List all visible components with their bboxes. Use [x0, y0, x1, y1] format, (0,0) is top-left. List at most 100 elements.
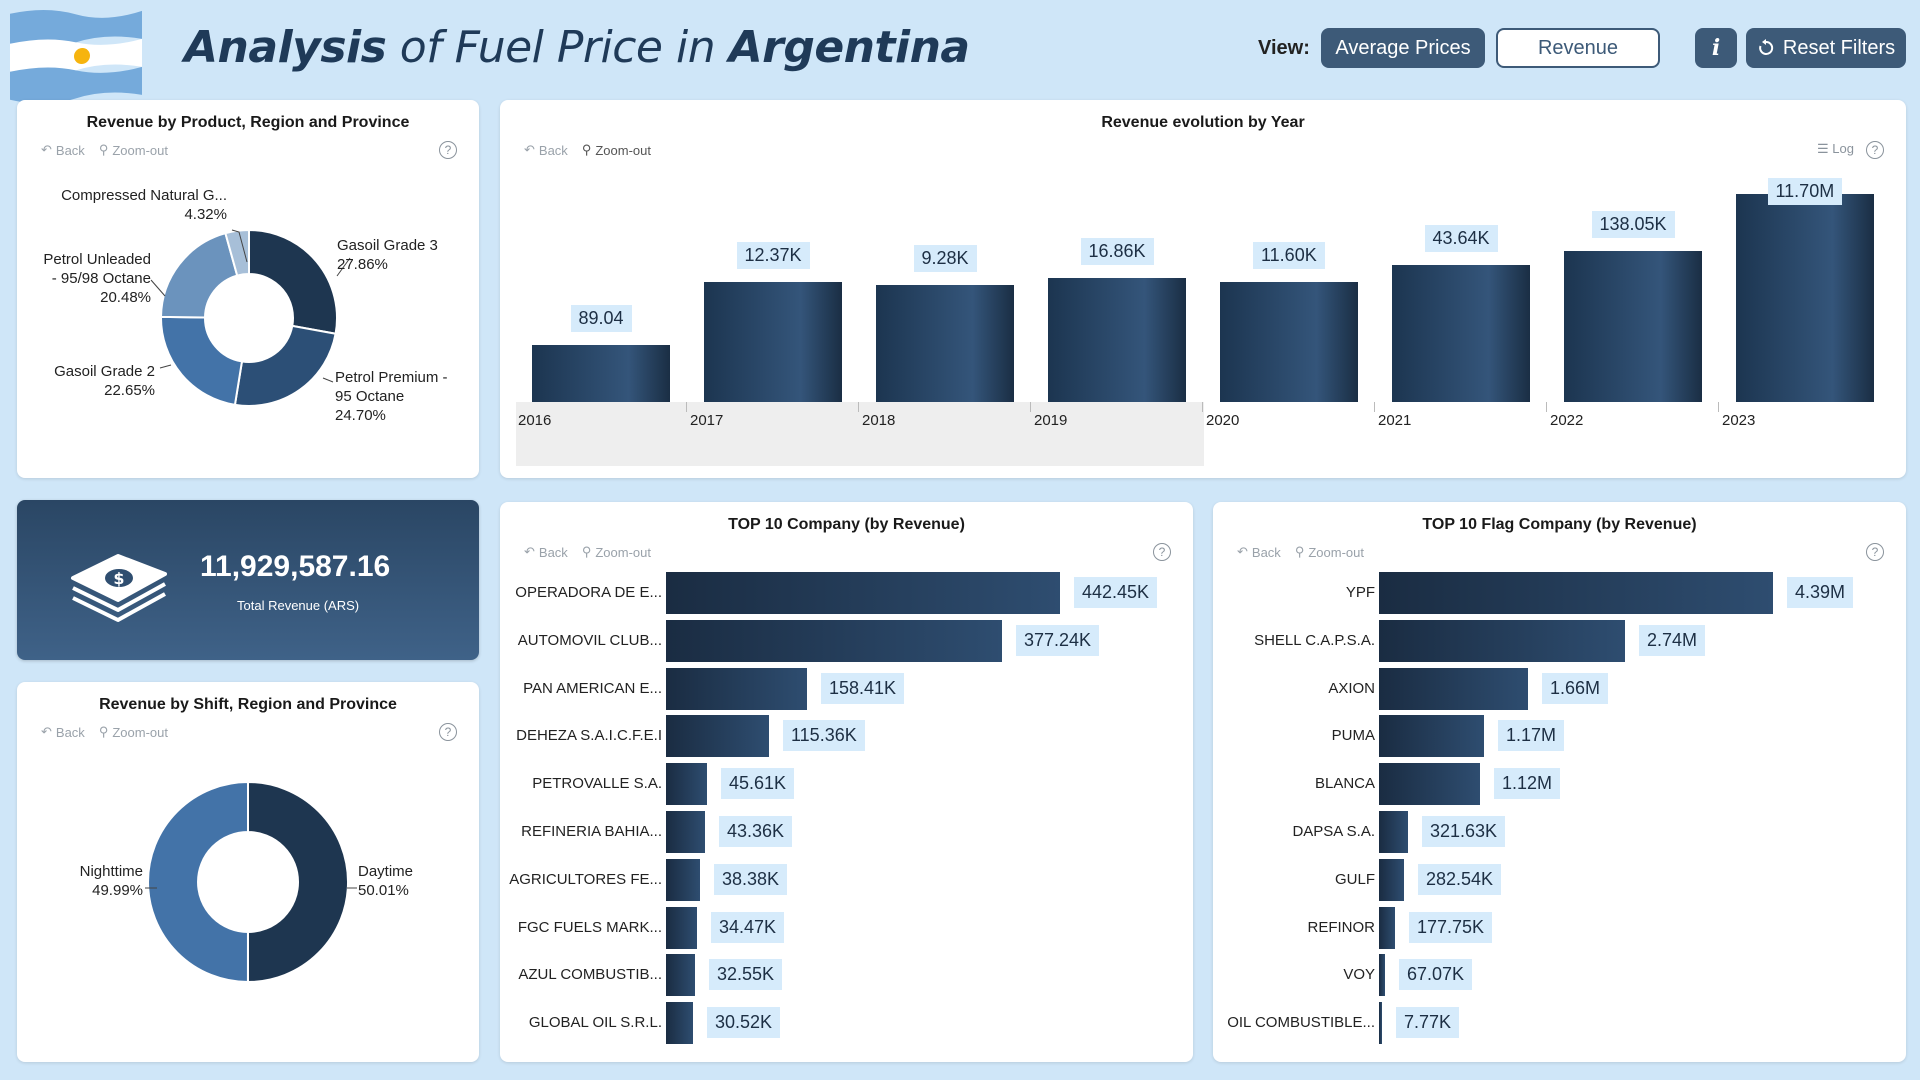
- reset-filters-button[interactable]: Reset Filters: [1746, 28, 1906, 68]
- flag-company-row[interactable]: AXION 1.66M: [1213, 667, 1906, 710]
- company-row[interactable]: AGRICULTORES FE... 38.38K: [500, 858, 1193, 901]
- zoom-out-icon: ⚲: [98, 724, 109, 739]
- flag-company-row[interactable]: SHELL C.A.P.S.A. 2.74M: [1213, 619, 1906, 662]
- company-bar[interactable]: [666, 763, 707, 806]
- zoom-out-button[interactable]: ⚲ Zoom-out: [581, 142, 651, 158]
- help-icon[interactable]: ?: [1866, 543, 1884, 561]
- revenue-button[interactable]: Revenue: [1496, 28, 1660, 68]
- company-row[interactable]: OPERADORA DE E... 442.45K: [500, 572, 1193, 614]
- year-value-label: 11.70M: [1767, 178, 1843, 205]
- log-scale-toggle[interactable]: ☰ Log: [1817, 141, 1854, 156]
- flag-company-row[interactable]: GULF 282.54K: [1213, 858, 1906, 901]
- year-value-label: 9.28K: [913, 245, 977, 272]
- argentina-flag-icon: [10, 10, 142, 102]
- back-button[interactable]: ↶ Back: [41, 724, 85, 740]
- year-bar-2016[interactable]: [532, 345, 670, 402]
- flag-company-row[interactable]: BLANCA 1.12M: [1213, 763, 1906, 806]
- flag-company-bar[interactable]: [1379, 667, 1528, 710]
- company-row[interactable]: DEHEZA S.A.I.C.F.E.I 115.36K: [500, 715, 1193, 758]
- flag-chart-title: TOP 10 Flag Company (by Revenue): [1422, 516, 1697, 533]
- donut-slice-nighttime[interactable]: [146, 780, 249, 984]
- company-row[interactable]: FGC FUELS MARK... 34.47K: [500, 906, 1193, 949]
- company-row[interactable]: PAN AMERICAN E... 158.41K: [500, 667, 1193, 710]
- year-value-label: 11.60K: [1253, 242, 1325, 269]
- flag-company-row[interactable]: DAPSA S.A. 321.63K: [1213, 811, 1906, 853]
- flag-company-row[interactable]: PUMA 1.17M: [1213, 715, 1906, 758]
- revenue-year-card: Revenue evolution by Year ↶ Back ⚲ Zoom-ou…: [500, 100, 1906, 478]
- back-button[interactable]: ↶ Back: [524, 544, 568, 560]
- flag-company-value-label: 2.74M: [1639, 624, 1706, 656]
- company-bar[interactable]: [666, 858, 700, 901]
- axis-tick: [1718, 402, 1719, 412]
- average-prices-button[interactable]: Average Prices: [1321, 28, 1485, 68]
- company-chart-title: TOP 10 Company (by Revenue): [728, 516, 965, 533]
- back-button[interactable]: ↶ Back: [41, 142, 85, 158]
- flag-company-row[interactable]: VOY 67.07K: [1213, 954, 1906, 997]
- company-row[interactable]: AZUL COMBUSTIB... 32.55K: [500, 954, 1193, 997]
- help-icon[interactable]: ?: [1153, 543, 1171, 561]
- flag-chart-toolbar: ↶ Back ⚲ Zoom-out: [1237, 544, 1364, 560]
- year-bar-2019[interactable]: [1048, 278, 1186, 402]
- flag-company-value-label: 321.63K: [1422, 816, 1506, 847]
- flag-company-value-label: 1.17M: [1498, 720, 1565, 752]
- flag-company-name: REFINOR: [1307, 918, 1376, 936]
- company-row[interactable]: REFINERIA BAHIA... 43.36K: [500, 811, 1193, 853]
- back-button[interactable]: ↶ Back: [524, 142, 568, 158]
- company-value-label: 34.47K: [711, 911, 785, 943]
- zoom-out-button[interactable]: ⚲ Zoom-out: [581, 544, 651, 560]
- help-icon[interactable]: ?: [1866, 141, 1884, 159]
- company-bar[interactable]: [666, 954, 695, 997]
- zoom-out-button[interactable]: ⚲ Zoom-out: [98, 724, 168, 740]
- flag-company-row[interactable]: OIL COMBUSTIBLE... 7.77K: [1213, 1002, 1906, 1045]
- donut-slice-daytime[interactable]: [246, 780, 349, 984]
- flag-company-bar[interactable]: [1379, 906, 1395, 949]
- year-bar-2018[interactable]: [876, 285, 1014, 402]
- year-bar-2021[interactable]: [1392, 265, 1530, 402]
- year-bar-2022[interactable]: [1564, 251, 1702, 402]
- zoom-out-button[interactable]: ⚲ Zoom-out: [98, 142, 168, 158]
- flag-company-bar[interactable]: [1379, 1002, 1382, 1045]
- back-button[interactable]: ↶ Back: [1237, 544, 1281, 560]
- flag-company-bar[interactable]: [1379, 954, 1385, 997]
- company-bar[interactable]: [666, 906, 697, 949]
- flag-company-row[interactable]: YPF 4.39M: [1213, 572, 1906, 614]
- year-bar-2020[interactable]: [1220, 282, 1358, 402]
- company-value-label: 45.61K: [721, 768, 795, 800]
- scroll-region[interactable]: [516, 402, 1204, 466]
- company-bar[interactable]: [666, 811, 705, 853]
- company-row[interactable]: GLOBAL OIL S.R.L. 30.52K: [500, 1002, 1193, 1045]
- company-bar[interactable]: [666, 572, 1060, 614]
- flag-company-bar[interactable]: [1379, 858, 1404, 901]
- help-icon[interactable]: ?: [439, 723, 457, 741]
- info-button[interactable]: i: [1695, 28, 1737, 68]
- company-row[interactable]: PETROVALLE S.A. 45.61K: [500, 763, 1193, 806]
- donut-slice-gasoil-grade-2[interactable]: [160, 315, 244, 407]
- flag-company-bar[interactable]: [1379, 763, 1480, 806]
- shift-revenue-card: Revenue by Shift, Region and Province ↶ B…: [17, 682, 479, 1062]
- company-value-label: 43.36K: [719, 816, 793, 847]
- company-value-label: 32.55K: [709, 959, 783, 991]
- flag-company-bar[interactable]: [1379, 715, 1484, 758]
- year-bar-2017[interactable]: [704, 282, 842, 402]
- company-bar[interactable]: [666, 715, 769, 758]
- flag-company-bar[interactable]: [1379, 811, 1408, 853]
- company-bar[interactable]: [666, 1002, 693, 1045]
- company-chart-toolbar: ↶ Back ⚲ Zoom-out: [524, 544, 651, 560]
- flag-company-row[interactable]: REFINOR 177.75K: [1213, 906, 1906, 949]
- company-name: FGC FUELS MARK...: [517, 918, 662, 936]
- flag-company-name: PUMA: [1331, 727, 1375, 745]
- slice-label-gasoil-3: Gasoil Grade 3 27.86%: [337, 237, 438, 273]
- donut-slice-petrol-premium-95-octane[interactable]: [233, 324, 337, 407]
- donut-slice-compressed-natural-g[interactable]: [224, 228, 250, 277]
- title-country: Argentina: [728, 22, 971, 73]
- help-icon[interactable]: ?: [439, 141, 457, 159]
- company-row[interactable]: AUTOMOVIL CLUB... 377.24K: [500, 619, 1193, 662]
- donut-slice-petrol-unleaded-95-98-octane[interactable]: [159, 231, 239, 319]
- flag-company-bar[interactable]: [1379, 572, 1773, 614]
- zoom-out-button[interactable]: ⚲ Zoom-out: [1294, 544, 1364, 560]
- company-bar[interactable]: [666, 667, 807, 710]
- year-bar-2023[interactable]: [1736, 194, 1874, 402]
- flag-company-bar[interactable]: [1379, 619, 1625, 662]
- company-bar[interactable]: [666, 619, 1002, 662]
- donut-slice-gasoil-grade-3[interactable]: [248, 228, 338, 335]
